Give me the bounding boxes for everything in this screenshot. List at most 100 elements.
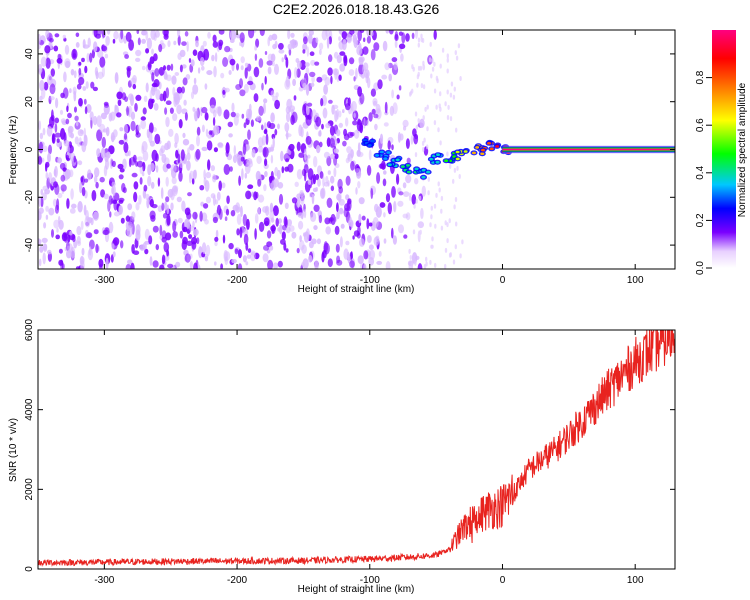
noise-speckle: [244, 172, 248, 179]
noise-speckle: [111, 160, 116, 168]
noise-speckle: [145, 48, 150, 54]
noise-speckle: [430, 244, 434, 249]
noise-speckle: [411, 32, 415, 39]
noise-speckle: [239, 32, 245, 43]
noise-speckle: [324, 217, 331, 225]
noise-speckle: [214, 52, 218, 63]
signal-core: [455, 157, 460, 161]
y-tick-label: -40: [24, 237, 35, 252]
colorbar-tick-label: 0.6: [695, 118, 706, 132]
noise-speckle: [165, 196, 170, 203]
noise-speckle: [281, 231, 286, 241]
noise-speckle: [112, 129, 118, 138]
noise-speckle: [461, 239, 464, 245]
noise-speckle: [207, 134, 212, 139]
noise-speckle: [172, 231, 178, 238]
noise-speckle: [269, 209, 275, 221]
noise-speckle: [391, 227, 394, 239]
noise-speckle: [240, 205, 243, 218]
noise-speckle: [110, 254, 114, 263]
noise-speckle: [173, 40, 177, 46]
noise-speckle: [270, 90, 275, 98]
noise-speckle: [90, 81, 95, 89]
noise-speckle: [151, 82, 158, 88]
noise-speckle: [148, 122, 154, 134]
noise-speckle: [315, 116, 322, 127]
noise-speckle: [224, 216, 228, 221]
noise-speckle: [454, 50, 457, 56]
noise-speckle: [264, 158, 268, 167]
noise-speckle: [284, 218, 288, 228]
noise-speckle: [281, 57, 284, 63]
noise-speckle: [196, 237, 200, 245]
noise-speckle: [201, 124, 205, 133]
noise-speckle: [141, 65, 146, 71]
noise-speckle: [263, 102, 266, 114]
noise-speckle: [326, 197, 333, 208]
noise-speckle: [254, 45, 257, 51]
noise-speckle: [347, 97, 351, 106]
noise-speckle: [433, 203, 437, 209]
noise-speckle: [71, 203, 77, 209]
noise-speckle: [228, 133, 233, 138]
noise-speckle: [193, 228, 199, 236]
noise-speckle: [236, 63, 239, 71]
noise-speckle: [287, 219, 292, 227]
noise-speckle: [246, 254, 252, 259]
noise-speckle: [306, 46, 309, 57]
noise-speckle: [101, 45, 108, 52]
noise-speckle: [40, 56, 47, 67]
x-tick-label: -100: [360, 575, 380, 586]
noise-speckle: [247, 129, 251, 140]
noise-speckle: [450, 81, 454, 87]
noise-speckle: [427, 176, 430, 182]
noise-speckle: [159, 264, 165, 269]
noise-speckle: [302, 82, 307, 91]
noise-speckle: [336, 108, 340, 120]
noise-speckle: [263, 122, 267, 131]
noise-speckle: [41, 87, 46, 100]
noise-speckle: [383, 122, 389, 127]
noise-speckle: [165, 116, 170, 128]
noise-speckle: [319, 49, 322, 55]
noise-speckle: [96, 115, 102, 128]
noise-speckle: [190, 91, 195, 100]
noise-speckle: [379, 133, 384, 144]
noise-speckle: [420, 207, 424, 220]
noise-speckle: [299, 240, 305, 251]
noise-speckle: [211, 54, 215, 62]
noise-speckle: [139, 244, 146, 251]
noise-speckle: [111, 243, 115, 250]
noise-speckle: [74, 115, 79, 122]
noise-speckle: [60, 92, 65, 99]
noise-speckle: [73, 155, 77, 163]
noise-speckle: [118, 205, 122, 216]
noise-speckle: [408, 248, 411, 254]
noise-speckle: [67, 112, 72, 119]
noise-speckle: [42, 252, 46, 265]
noise-speckle: [60, 118, 66, 124]
noise-speckle: [281, 166, 285, 174]
noise-speckle: [56, 57, 63, 64]
noise-speckle: [254, 213, 259, 224]
noise-speckle: [370, 49, 376, 61]
noise-speckle: [125, 263, 132, 269]
noise-speckle: [188, 58, 192, 63]
noise-speckle: [130, 120, 136, 132]
noise-speckle: [317, 178, 321, 187]
noise-speckle: [233, 145, 236, 156]
noise-speckle: [243, 233, 249, 246]
noise-speckle: [338, 122, 343, 128]
noise-speckle: [435, 104, 438, 110]
noise-speckle: [353, 112, 356, 119]
noise-speckle: [112, 237, 120, 246]
colorbar-tick-label: 0.0: [695, 261, 706, 275]
noise-speckle: [396, 173, 400, 185]
noise-speckle: [373, 113, 379, 119]
noise-speckle: [254, 53, 258, 61]
noise-speckle: [223, 164, 230, 175]
noise-speckle: [259, 30, 265, 37]
noise-speckle: [424, 106, 427, 112]
noise-speckle: [189, 170, 194, 180]
